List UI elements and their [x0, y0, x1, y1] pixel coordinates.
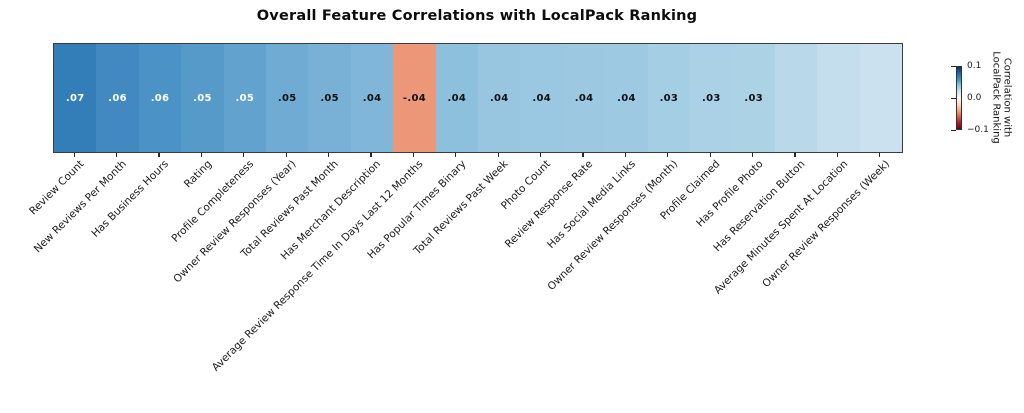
- colorbar-tick-bottom: [951, 129, 956, 131]
- x-tick-label: Average Review Response Time In Days Las…: [210, 158, 426, 374]
- heatmap-cell: .05: [308, 44, 351, 152]
- cell-value-label: .03: [701, 92, 721, 104]
- x-tick: [836, 152, 839, 157]
- x-tick: [327, 152, 330, 157]
- cell-value-label: .04: [617, 92, 636, 104]
- colorbar-tick-mid: [951, 97, 956, 99]
- colorbar-ticklabel-max: 0.1: [967, 61, 982, 71]
- cell-value-label: .04: [362, 92, 382, 104]
- x-tick: [751, 152, 754, 157]
- colorbar-ticklabel-zero: 0.0: [967, 93, 982, 103]
- x-tick: [497, 152, 499, 157]
- cell-value-label: -.04: [402, 92, 426, 104]
- heatmap-cell: .05: [223, 44, 267, 152]
- heatmap-cell: .06: [138, 44, 182, 152]
- x-tick: [667, 152, 669, 157]
- x-tick: [158, 152, 160, 157]
- colorbar-axis-label-line2: LocalPack Ranking: [990, 51, 1002, 144]
- cell-value-label: .04: [447, 92, 467, 104]
- cell-value-label: .06: [108, 92, 127, 104]
- heatmap-cell: .05: [181, 44, 224, 152]
- x-tick: [582, 152, 584, 157]
- x-tick: [455, 152, 457, 157]
- heatmap-cell: .06: [96, 44, 139, 152]
- cell-value-label: .05: [320, 92, 339, 104]
- heatmap-cell: .04: [478, 44, 521, 152]
- cell-value-label: .03: [744, 92, 764, 104]
- colorbar-axis-label-line1: Correlation with: [1001, 57, 1013, 138]
- cell-value-label: .04: [532, 92, 551, 104]
- heatmap-cell: [817, 44, 860, 152]
- x-tick: [709, 152, 711, 157]
- heatmap-cell: .04: [350, 44, 394, 152]
- x-tick: [539, 152, 542, 157]
- heatmap-cell: [774, 44, 818, 152]
- heatmap: .07 .06 .06 .05 .05 .05 .05 .04 -.04 .04 .04 .04 .04…: [53, 43, 903, 153]
- cell-value-label: .05: [193, 92, 212, 104]
- x-tick-label: Rating: [181, 158, 214, 191]
- heatmap-cell: .03: [647, 44, 691, 152]
- colorbar-ticklabel-min: −0.1: [967, 125, 989, 135]
- cell-value-label: .05: [235, 92, 255, 104]
- heatmap-cell: .03: [690, 44, 733, 152]
- colorbar-tick-top: [951, 65, 956, 67]
- x-tick: [73, 152, 75, 157]
- x-tick: [370, 152, 372, 157]
- cell-value-label: .06: [150, 92, 170, 104]
- x-tick: [624, 152, 627, 157]
- heatmap-cell: .07: [54, 44, 97, 152]
- x-tick-label: Has Business Hours: [89, 158, 172, 240]
- colorbar-gradient: [956, 66, 962, 130]
- colorbar-axis-label: Correlation with LocalPack Ranking: [990, 18, 1013, 178]
- cell-value-label: .05: [277, 92, 297, 104]
- cell-value-label: .04: [574, 92, 594, 104]
- x-tick: [243, 152, 245, 157]
- x-tick: [115, 152, 118, 157]
- heatmap-cell: -.04: [393, 44, 436, 152]
- heatmap-cell: .04: [435, 44, 479, 152]
- cell-value-label: .04: [489, 92, 509, 104]
- heatmap-cell: .03: [732, 44, 775, 152]
- x-tick: [285, 152, 287, 157]
- cell-value-label: .07: [65, 92, 85, 104]
- heatmap-cell: .04: [605, 44, 648, 152]
- heatmap-cell: [859, 44, 903, 152]
- cell-value-label: .03: [659, 92, 679, 104]
- heatmap-cell: .05: [266, 44, 309, 152]
- chart-title: Overall Feature Correlations with LocalP…: [256, 8, 698, 24]
- x-tick: [412, 152, 415, 157]
- x-tick: [879, 152, 881, 157]
- x-tick: [794, 152, 796, 157]
- x-tick: [200, 152, 203, 157]
- heatmap-cell: .04: [520, 44, 563, 152]
- x-tick-label: Profile Completeness: [169, 158, 257, 245]
- heatmap-cell: .04: [562, 44, 606, 152]
